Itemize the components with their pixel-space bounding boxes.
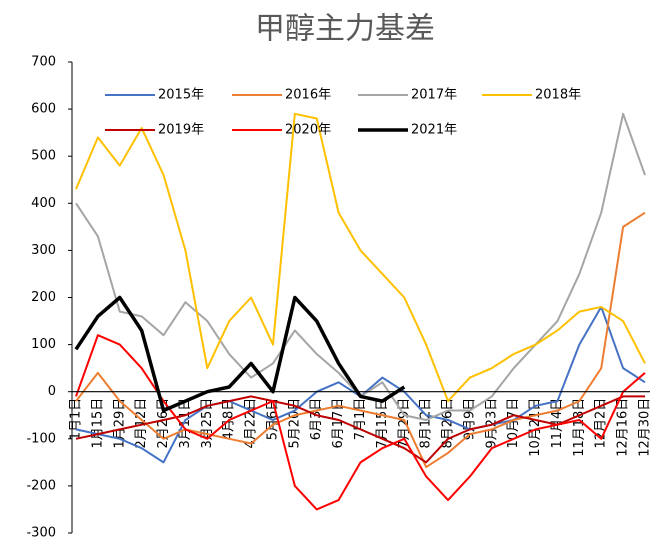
- y-tick-label: 100: [31, 337, 56, 352]
- legend-label: 2021年: [411, 123, 457, 138]
- legend-label: 2019年: [158, 123, 204, 138]
- legend-label: 2020年: [285, 123, 331, 138]
- x-tick-label: 10月21日: [528, 398, 543, 457]
- series-line: [75, 112, 646, 403]
- y-tick-label: 200: [31, 290, 56, 305]
- y-tick-label: 300: [31, 243, 56, 258]
- x-tick-label: 4月22日: [244, 398, 259, 449]
- series-line: [75, 211, 646, 469]
- legend-label: 2018年: [535, 88, 581, 103]
- x-tick-label: 1月1日: [69, 398, 84, 441]
- x-tick-label: 6月17日: [331, 398, 346, 449]
- x-tick-label: 5月20日: [287, 398, 302, 449]
- x-tick-label: 11月18日: [572, 398, 587, 457]
- y-tick-label: 600: [31, 102, 56, 117]
- x-tick-label: 1月29日: [112, 398, 127, 449]
- x-tick-label: 7月15日: [375, 398, 390, 449]
- y-tick-label: 0: [48, 384, 56, 399]
- x-tick-label: 6月3日: [309, 398, 324, 441]
- series-line: [74, 295, 406, 413]
- y-tick-label: 400: [31, 196, 56, 211]
- x-tick-label: 3月11日: [178, 398, 193, 449]
- x-tick-label: 1月15日: [90, 398, 105, 449]
- series-line: [75, 334, 646, 511]
- x-tick-label: 12月16日: [616, 398, 631, 457]
- x-tick-label: 2月12日: [134, 398, 149, 449]
- y-tick-label: 700: [31, 55, 56, 70]
- y-tick-label: -300: [26, 526, 56, 541]
- x-tick-label: 8月12日: [419, 398, 434, 449]
- y-tick-label: -200: [26, 478, 56, 493]
- series-line: [75, 395, 645, 464]
- legend-label: 2015年: [158, 88, 204, 103]
- x-tick-label: 12月30日: [638, 398, 653, 457]
- y-tick-label: 500: [31, 149, 56, 164]
- legend-label: 2017年: [411, 88, 457, 103]
- y-tick-label: -100: [26, 431, 56, 446]
- chart-title: 甲醇主力基差: [255, 12, 435, 47]
- legend-label: 2016年: [285, 88, 331, 103]
- x-tick-label: 10月7日: [506, 398, 521, 449]
- x-tick-label: 7月1日: [353, 398, 368, 441]
- series-line: [75, 112, 646, 421]
- x-tick-label: 9月23日: [484, 398, 499, 449]
